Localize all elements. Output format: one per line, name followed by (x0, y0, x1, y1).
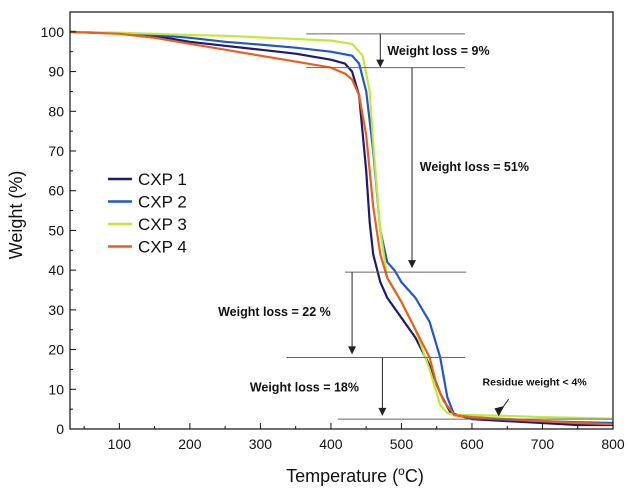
legend-label-1: CXP 1 (138, 170, 187, 189)
label-residue: Residue weight < 4% (483, 377, 588, 389)
legend-label-3: CXP 3 (138, 215, 187, 234)
x-axis-title-main: Temperature ( (286, 466, 398, 486)
label-weight-loss-22: Weight loss = 22 % (218, 305, 331, 319)
legend-label-2: CXP 2 (138, 193, 187, 212)
y-tick-label: 70 (48, 143, 64, 159)
x-axis-title-sup: o (398, 464, 405, 478)
x-tick-label: 700 (531, 436, 555, 452)
y-tick-label: 80 (48, 103, 64, 119)
y-tick-label: 90 (48, 64, 64, 80)
y-tick-label: 50 (48, 222, 64, 238)
label-weight-loss-18: Weight loss = 18% (250, 380, 359, 394)
axes (69, 11, 614, 430)
x-tick-label: 500 (390, 436, 414, 452)
arrow-loss-18-head (378, 407, 387, 416)
series-line-3 (69, 30, 614, 420)
x-axis-title: Temperature (oC) (286, 464, 424, 486)
annotations: Weight loss = 9% Weight loss = 51% Weight … (218, 33, 613, 420)
arrow-loss-22-head (348, 346, 357, 355)
arrow-residue-head (494, 405, 505, 417)
y-tick-label: 60 (48, 183, 64, 199)
x-tick-label: 600 (460, 436, 484, 452)
arrow-loss-51-head (408, 260, 417, 269)
y-tick-label: 0 (56, 421, 64, 437)
y-tick-label: 10 (48, 381, 64, 397)
x-tick-label: 800 (601, 436, 625, 452)
plot-area (69, 30, 614, 427)
y-tick-label: 40 (48, 262, 64, 278)
x-tick-label: 200 (178, 436, 202, 452)
label-weight-loss-9: Weight loss = 9% (387, 44, 489, 58)
x-tick-label: 400 (319, 436, 343, 452)
x-axis-title-tail: C) (405, 466, 424, 486)
y-axis-title: Weight (%) (6, 171, 26, 260)
legend-label-4: CXP 4 (138, 238, 187, 257)
y-tick-label: 100 (41, 24, 65, 40)
y-tick-label: 20 (48, 342, 64, 358)
series-line-4 (69, 30, 614, 426)
plot-frame (69, 11, 614, 430)
y-tick-label: 30 (48, 302, 64, 318)
arrow-loss-9-head (376, 59, 385, 68)
ticks: 0 10 20 30 40 50 60 70 80 90 100 100 200 300 400 500 600… (41, 11, 625, 452)
x-tick-label: 100 (108, 436, 132, 452)
legend: CXP 1 CXP 2 CXP 3 CXP 4 (108, 170, 187, 257)
label-weight-loss-51: Weight loss = 51% (420, 160, 529, 174)
x-tick-label: 300 (249, 436, 273, 452)
